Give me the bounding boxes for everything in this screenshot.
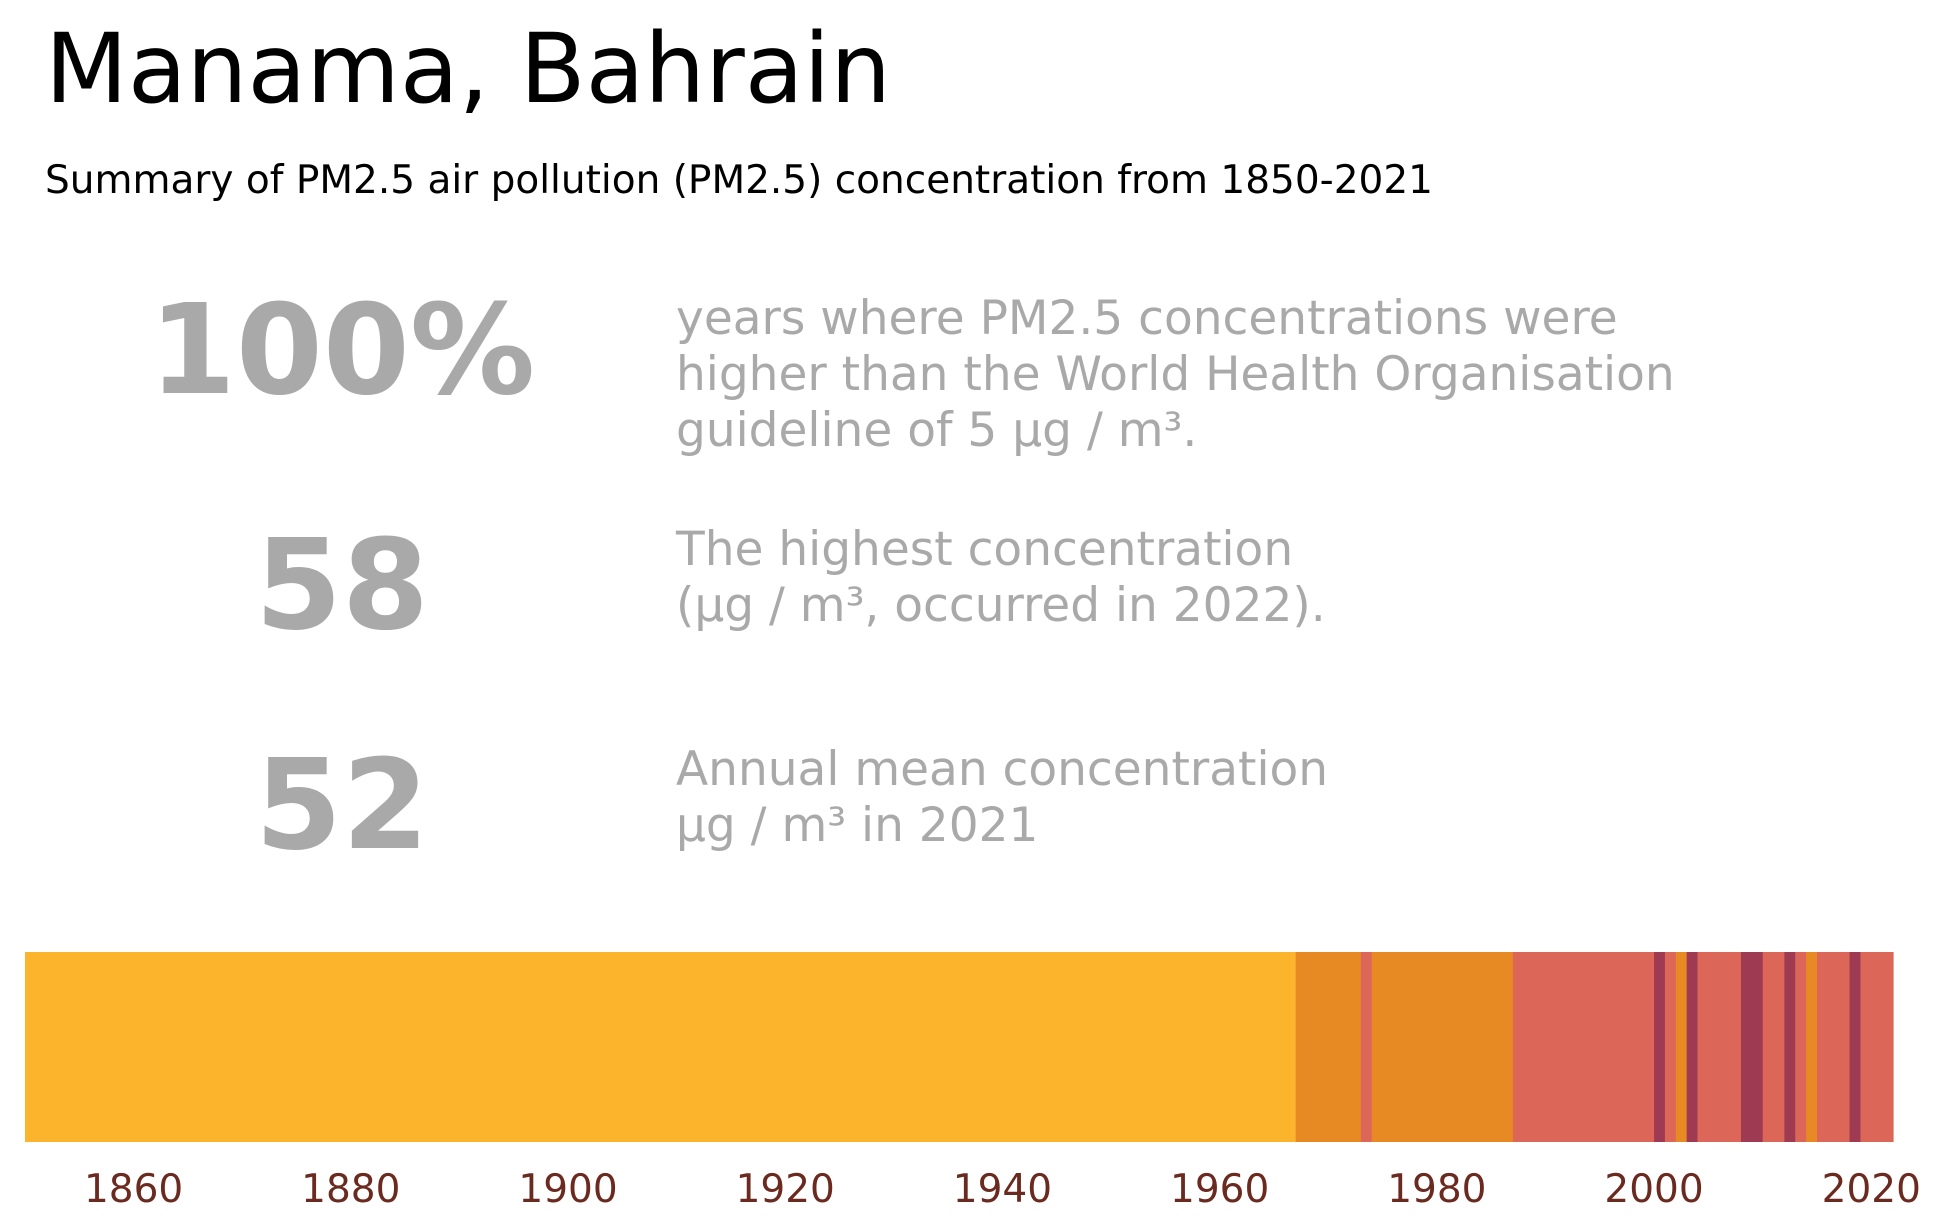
- stripe-segment-14: [1806, 952, 1818, 1142]
- x-tick-label-8: 2020: [1822, 1167, 1921, 1212]
- x-tick-label-4: 1940: [953, 1167, 1052, 1212]
- stripe-segment-0: [25, 952, 1297, 1142]
- stat-desc-line: guideline of 5 µg / m³.: [676, 403, 1198, 458]
- x-tick-label-2: 1900: [518, 1167, 617, 1212]
- stat-value-mean: 52: [255, 733, 429, 878]
- stripe-segment-15: [1816, 952, 1851, 1142]
- stat-desc-exceedance: years where PM2.5 concentrations were hi…: [676, 291, 1675, 459]
- stat-desc-line: µg / m³ in 2021: [676, 798, 1039, 853]
- stat-desc-line: (µg / m³, occurred in 2022).: [676, 578, 1326, 633]
- stripe-segment-11: [1762, 952, 1785, 1142]
- stat-desc-line: Annual mean concentration: [676, 742, 1329, 797]
- stripe-segment-9: [1697, 952, 1742, 1142]
- stripe-segment-7: [1675, 952, 1688, 1142]
- stat-desc-line: higher than the World Health Organisatio…: [676, 347, 1675, 402]
- page-subtitle: Summary of PM2.5 air pollution (PM2.5) c…: [45, 158, 1433, 203]
- x-tick-label-5: 1960: [1170, 1167, 1269, 1212]
- stripe-segment-5: [1654, 952, 1666, 1142]
- x-tick-label-0: 1860: [84, 1167, 183, 1212]
- stat-desc-line: years where PM2.5 concentrations were: [676, 291, 1618, 346]
- stat-desc-highest: The highest concentration (µg / m³, occu…: [676, 522, 1326, 634]
- stripe-segment-4: [1512, 952, 1655, 1142]
- stat-desc-mean: Annual mean concentration µg / m³ in 202…: [676, 742, 1328, 854]
- x-tick-label-3: 1920: [736, 1167, 835, 1212]
- stripe-segment-6: [1664, 952, 1677, 1142]
- stat-value-exceedance: 100%: [148, 278, 536, 423]
- stripe-segment-3: [1371, 952, 1514, 1142]
- stripe-segment-10: [1740, 952, 1764, 1142]
- stat-desc-line: The highest concentration: [676, 522, 1294, 577]
- stripe-segment-2: [1360, 952, 1373, 1142]
- stripe-segment-13: [1795, 952, 1807, 1142]
- x-tick-label-1: 1880: [301, 1167, 400, 1212]
- x-tick-label-6: 1980: [1387, 1167, 1486, 1212]
- stripe-segment-17: [1860, 952, 1894, 1142]
- page-title: Manama, Bahrain: [45, 13, 892, 125]
- stat-value-highest: 58: [255, 513, 429, 658]
- stripe-segment-16: [1849, 952, 1862, 1142]
- stripe-segment-1: [1295, 952, 1362, 1142]
- stripe-segment-12: [1784, 952, 1796, 1142]
- x-tick-label-7: 2000: [1604, 1167, 1703, 1212]
- stripe-segment-8: [1686, 952, 1699, 1142]
